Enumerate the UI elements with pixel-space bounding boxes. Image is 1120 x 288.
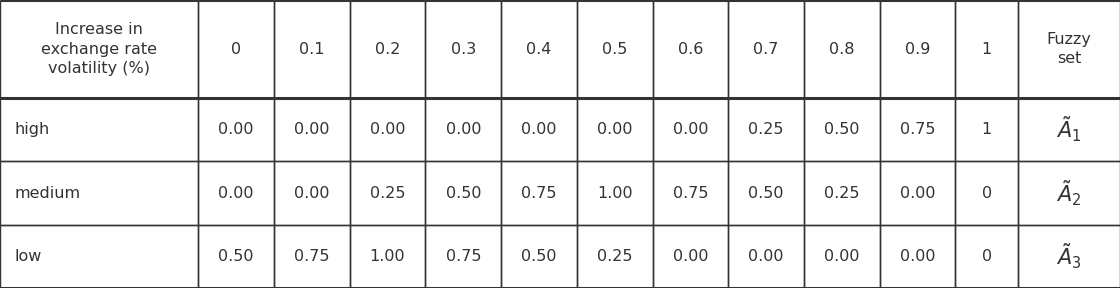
Text: 0.00: 0.00 xyxy=(824,249,859,264)
Text: Fuzzy
set: Fuzzy set xyxy=(1046,32,1091,66)
Text: 0.25: 0.25 xyxy=(370,185,405,200)
Text: 0.50: 0.50 xyxy=(218,249,254,264)
Text: 0.50: 0.50 xyxy=(748,185,784,200)
Text: 0.00: 0.00 xyxy=(748,249,784,264)
Text: 0.25: 0.25 xyxy=(597,249,633,264)
Text: 0.5: 0.5 xyxy=(601,41,627,56)
Text: 0.50: 0.50 xyxy=(521,249,557,264)
Text: 0.4: 0.4 xyxy=(526,41,552,56)
Text: 0.50: 0.50 xyxy=(446,185,480,200)
Text: Increase in
exchange rate
volatility (%): Increase in exchange rate volatility (%) xyxy=(41,22,157,76)
Text: low: low xyxy=(15,249,43,264)
Text: 0.9: 0.9 xyxy=(905,41,931,56)
Text: 1: 1 xyxy=(981,41,991,56)
Text: high: high xyxy=(15,122,50,137)
Text: 1.00: 1.00 xyxy=(370,249,405,264)
Text: 0.75: 0.75 xyxy=(673,185,708,200)
Text: 0.3: 0.3 xyxy=(450,41,476,56)
Text: 1: 1 xyxy=(981,122,991,137)
Text: $\tilde{A}_{1}$: $\tilde{A}_{1}$ xyxy=(1056,115,1082,145)
Text: $\tilde{A}_{2}$: $\tilde{A}_{2}$ xyxy=(1056,178,1082,208)
Text: 0.75: 0.75 xyxy=(899,122,935,137)
Text: 0: 0 xyxy=(981,249,991,264)
Text: 0.2: 0.2 xyxy=(375,41,400,56)
Text: 0.00: 0.00 xyxy=(899,185,935,200)
Text: 0.6: 0.6 xyxy=(678,41,703,56)
Text: 0.7: 0.7 xyxy=(754,41,778,56)
Text: 0.75: 0.75 xyxy=(446,249,480,264)
Text: 0.00: 0.00 xyxy=(597,122,633,137)
Text: 0.00: 0.00 xyxy=(673,249,708,264)
Text: 0.00: 0.00 xyxy=(218,185,254,200)
Text: $\tilde{A}_{3}$: $\tilde{A}_{3}$ xyxy=(1056,242,1082,271)
Text: 0.00: 0.00 xyxy=(295,185,329,200)
Text: 0: 0 xyxy=(231,41,241,56)
Text: 0: 0 xyxy=(981,185,991,200)
Text: 0.25: 0.25 xyxy=(824,185,859,200)
Text: 0.1: 0.1 xyxy=(299,41,325,56)
Text: 0.00: 0.00 xyxy=(370,122,405,137)
Text: 0.75: 0.75 xyxy=(521,185,557,200)
Text: 0.00: 0.00 xyxy=(521,122,557,137)
Text: 0.00: 0.00 xyxy=(899,249,935,264)
Text: 0.00: 0.00 xyxy=(446,122,480,137)
Text: 0.00: 0.00 xyxy=(295,122,329,137)
Text: 0.8: 0.8 xyxy=(829,41,855,56)
Text: 0.50: 0.50 xyxy=(824,122,859,137)
Text: 0.75: 0.75 xyxy=(295,249,329,264)
Text: 0.00: 0.00 xyxy=(673,122,708,137)
Text: 0.25: 0.25 xyxy=(748,122,784,137)
Text: 0.00: 0.00 xyxy=(218,122,254,137)
Text: 1.00: 1.00 xyxy=(597,185,633,200)
Text: medium: medium xyxy=(15,185,81,200)
